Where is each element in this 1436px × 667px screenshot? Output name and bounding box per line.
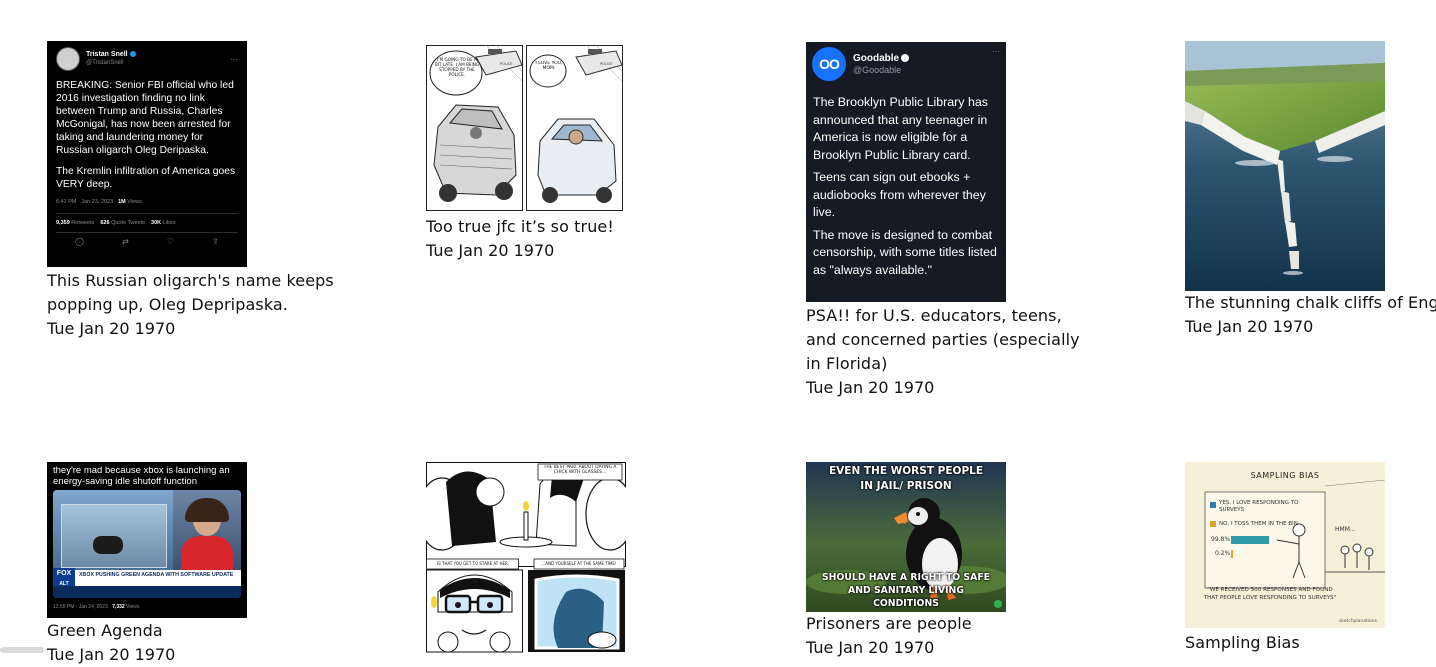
post-caption: Prisoners are people (806, 614, 972, 633)
post-image-comic[interactable]: I'M GOING TO BE A BIT LATE. I AM BEING S… (426, 45, 623, 211)
tweet-author-handle: @Goodable (853, 64, 902, 75)
post-image-tweet[interactable]: they're mad because xbox is launching an… (47, 462, 247, 618)
post-caption: Green Agenda (47, 621, 163, 640)
tweet-text: The Kremlin infiltration of America goes… (56, 166, 236, 190)
comic-caption: IS THAT YOU GET TO STARE AT HER. (437, 561, 509, 566)
news-chyron: XBOX PUSHING GREEN AGENDA WITH SOFTWARE … (79, 572, 234, 578)
post-card[interactable]: EVEN THE WORST PEOPLE IN JAIL/ PRISON SH… (806, 462, 1106, 660)
post-date: Tue Jan 20 1970 (1185, 317, 1314, 336)
more-icon: ··· (230, 54, 238, 64)
tweet-text: they're mad because xbox is launching an… (53, 465, 230, 487)
controller-icon (93, 536, 123, 554)
post-card[interactable]: they're mad because xbox is launching an… (47, 462, 347, 667)
meme-bottom-text: SHOULD HAVE A RIGHT TO SAFE AND SANITARY… (821, 572, 991, 609)
avatar (56, 47, 80, 71)
goodable-logo-icon: OO (812, 47, 846, 81)
tweet-text: The Brooklyn Public Library has announce… (813, 95, 988, 162)
tweet-text: The move is designed to combat censorshi… (813, 227, 997, 277)
sketch-title: SAMPLING BIAS (1250, 471, 1320, 480)
post-date: Tue Jan 20 1970 (426, 241, 555, 260)
post-card[interactable]: OO Goodable @Goodable ··· The Brooklyn P… (806, 42, 1106, 400)
post-card[interactable]: The stunning chalk cliffs of Eng Tue Jan… (1185, 41, 1436, 339)
more-icon: ··· (992, 47, 1000, 56)
post-caption: PSA!! for U.S. educators, teens, and con… (806, 306, 1080, 373)
car-label: POLICE (600, 62, 613, 66)
survey-value-yes: 99.8% (1211, 536, 1231, 543)
survey-option-yes: YES, I LOVE RESPONDING TO SURVEYS (1219, 500, 1299, 513)
thought-text: HMM... (1335, 526, 1356, 533)
verified-icon (901, 53, 910, 62)
like-icon: ♡ (166, 237, 175, 246)
tweet-author-name: Goodable (853, 52, 900, 64)
post-caption: Sampling Bias (1185, 633, 1300, 652)
tweet-text: Teens can sign out ebooks + audiobooks f… (813, 170, 986, 219)
survey-value-no: 0.2% (1215, 550, 1231, 557)
post-image-tweet[interactable]: OO Goodable @Goodable ··· The Brooklyn P… (806, 42, 1006, 302)
post-date: Tue Jan 20 1970 (806, 638, 935, 657)
retweet-icon: ⇄ (122, 237, 129, 246)
tweet-text: BREAKING: Senior FBI official who led 20… (56, 80, 234, 156)
speech-bubble-right: I LOVE YOU, MOM. (535, 61, 563, 72)
news-screenshot: FOX ALT XBOX PUSHING GREEN AGENDA WITH S… (53, 490, 241, 598)
post-image-comic[interactable]: THE BEST PART ABOUT DATING A CHICK WITH … (426, 462, 626, 653)
post-date: Tue Jan 20 1970 (47, 645, 176, 664)
verified-icon (129, 51, 136, 58)
tweet-author-name: Tristan Snell (86, 51, 128, 58)
sketch-quote: "WE RECEIVED 500 RESPONSES AND FOUND THA… (1203, 587, 1337, 601)
network-logo: FOX (56, 570, 72, 577)
tweet-author-handle: @TristanSnell (86, 60, 124, 66)
car-label: POLICE (500, 62, 513, 66)
tweet-meta: 12:55 PM · Jan 24, 2023 · 7,332 Views (53, 604, 140, 610)
post-card[interactable]: I'M GOING TO BE A BIT LATE. I AM BEING S… (426, 45, 726, 263)
comic-illustration: I'M GOING TO BE A BIT LATE. I AM BEING S… (426, 45, 623, 211)
meme-top-text: EVEN THE WORST PEOPLE IN JAIL/ PRISON (828, 465, 984, 492)
comic-caption: ...AND YOURSELF AT THE SAME TIME! (541, 561, 617, 566)
post-card[interactable]: THE BEST PART ABOUT DATING A CHICK WITH … (426, 462, 726, 653)
reply-icon: ◯ (75, 237, 84, 246)
post-image-tweet[interactable]: Tristan Snell @TristanSnell ··· BREAKING… (47, 41, 247, 267)
speech-bubble-left: I'M GOING TO BE A BIT LATE. I AM BEING S… (434, 57, 480, 77)
post-image-meme[interactable]: EVEN THE WORST PEOPLE IN JAIL/ PRISON SH… (806, 462, 1006, 612)
post-image-sketch[interactable]: SAMPLING BIAS YES, I LOVE RESPONDING TO … (1185, 462, 1385, 628)
comic-illustration: THE BEST PART ABOUT DATING A CHICK WITH … (426, 462, 626, 653)
comic-caption: THE BEST PART ABOUT DATING A CHICK WITH … (543, 465, 617, 476)
post-card[interactable]: SAMPLING BIAS YES, I LOVE RESPONDING TO … (1185, 462, 1436, 655)
cliffs-photo (1185, 41, 1385, 291)
sketch-illustration (1204, 479, 1385, 589)
tweet-stats: 9,359 Retweets 626 Quote Tweets 30K Like… (56, 214, 238, 233)
post-card[interactable]: Tristan Snell @TristanSnell ··· BREAKING… (47, 41, 347, 341)
post-caption: The stunning chalk cliffs of Eng (1185, 293, 1436, 312)
tweet-meta: 6:41 PM · Jan 23, 2023 · 1M Views (56, 199, 238, 214)
puffin-photo (806, 462, 1006, 612)
survey-option-no: NO, I TOSS THEM IN THE BIN (1219, 521, 1298, 527)
post-caption: Too true jfc it’s so true! (426, 217, 614, 236)
horizontal-scrollbar[interactable] (0, 647, 44, 653)
post-caption: This Russian oligarch's name keeps poppi… (47, 271, 334, 314)
sketch-signature: sketchplanations (1338, 619, 1377, 624)
share-icon: ⇪ (212, 237, 219, 246)
post-date: Tue Jan 20 1970 (806, 378, 935, 397)
post-date: Tue Jan 20 1970 (47, 319, 176, 338)
post-image-photo[interactable] (1185, 41, 1385, 291)
